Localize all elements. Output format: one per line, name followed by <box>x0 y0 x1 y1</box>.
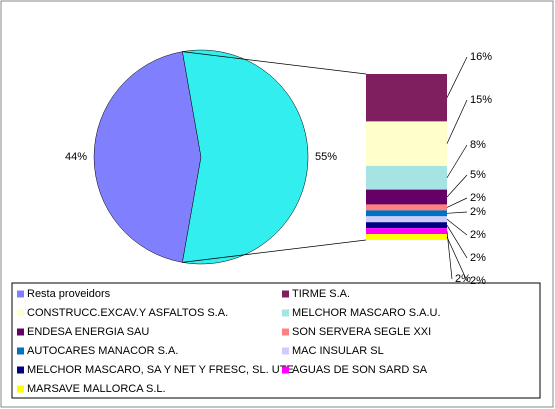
bar-segment <box>366 222 447 229</box>
legend-label: SON SERVERA SEGLE XXI <box>292 326 431 338</box>
pie-slice <box>182 49 309 265</box>
legend-label: MELCHOR MASCARO, SA Y NET Y FRESC, SL. U… <box>27 364 294 376</box>
leader-line <box>446 218 468 236</box>
legend-box <box>11 282 541 399</box>
bar-segment <box>366 204 447 211</box>
legend-label: MAC INSULAR SL <box>292 345 384 357</box>
legend-swatch <box>282 290 289 298</box>
legend-label: TIRME S.A. <box>292 288 350 300</box>
bar-label: 15% <box>470 94 492 106</box>
legend-swatch <box>17 328 24 336</box>
pie-label: 55% <box>315 151 337 163</box>
legend-swatch <box>282 366 289 374</box>
leader-line <box>446 174 468 198</box>
bar-segment <box>366 189 447 205</box>
legend-swatch <box>17 366 24 374</box>
bar-segment <box>366 121 447 166</box>
legend-swatch <box>282 328 289 336</box>
bar-label: 2% <box>470 275 486 287</box>
legend-swatch <box>17 347 24 355</box>
pie-label: 44% <box>65 151 87 163</box>
legend-swatch <box>282 347 289 355</box>
bar-label: 2% <box>455 273 471 285</box>
bar-segment <box>366 74 447 122</box>
legend-swatch <box>17 309 24 317</box>
leader-line <box>446 211 468 214</box>
bar-segment <box>366 165 447 190</box>
leader-line <box>446 224 468 259</box>
bar-label: 2% <box>470 229 486 241</box>
legend-label: ENDESA ENERGIA SAU <box>27 326 149 338</box>
leader-line <box>446 197 468 208</box>
bar-label: 5% <box>470 169 486 181</box>
legend-label: AGUAS DE SON SARD SA <box>292 364 428 376</box>
legend-swatch <box>17 290 24 298</box>
legend-label: AUTOCARES MANACOR S.A. <box>27 345 178 357</box>
legend-label: Resta proveidors <box>27 288 111 300</box>
legend-label: MELCHOR MASCARO S.A.U. <box>292 307 441 319</box>
bar-label: 2% <box>470 206 486 218</box>
leader-line <box>446 144 468 178</box>
bar-label: 2% <box>470 192 486 204</box>
bar-label: 8% <box>470 139 486 151</box>
leader-line <box>446 99 468 144</box>
bar-segment <box>366 228 447 235</box>
legend-swatch <box>17 385 24 393</box>
pie-slice <box>93 51 202 263</box>
bar-segment <box>366 216 447 223</box>
leader-line <box>446 56 468 98</box>
legend-label: CONSTRUCC.EXCAV.Y ASFALTOS S.A. <box>27 307 228 319</box>
leader-line <box>446 236 468 282</box>
bar-label: 2% <box>470 252 486 264</box>
legend-label: MARSAVE MALLORCA S.L. <box>27 383 166 395</box>
legend-swatch <box>282 309 289 317</box>
bar-segment <box>366 210 447 217</box>
bar-segment <box>366 234 447 240</box>
connector <box>182 239 367 263</box>
bar-label: 16% <box>470 51 492 63</box>
connector <box>182 51 367 75</box>
